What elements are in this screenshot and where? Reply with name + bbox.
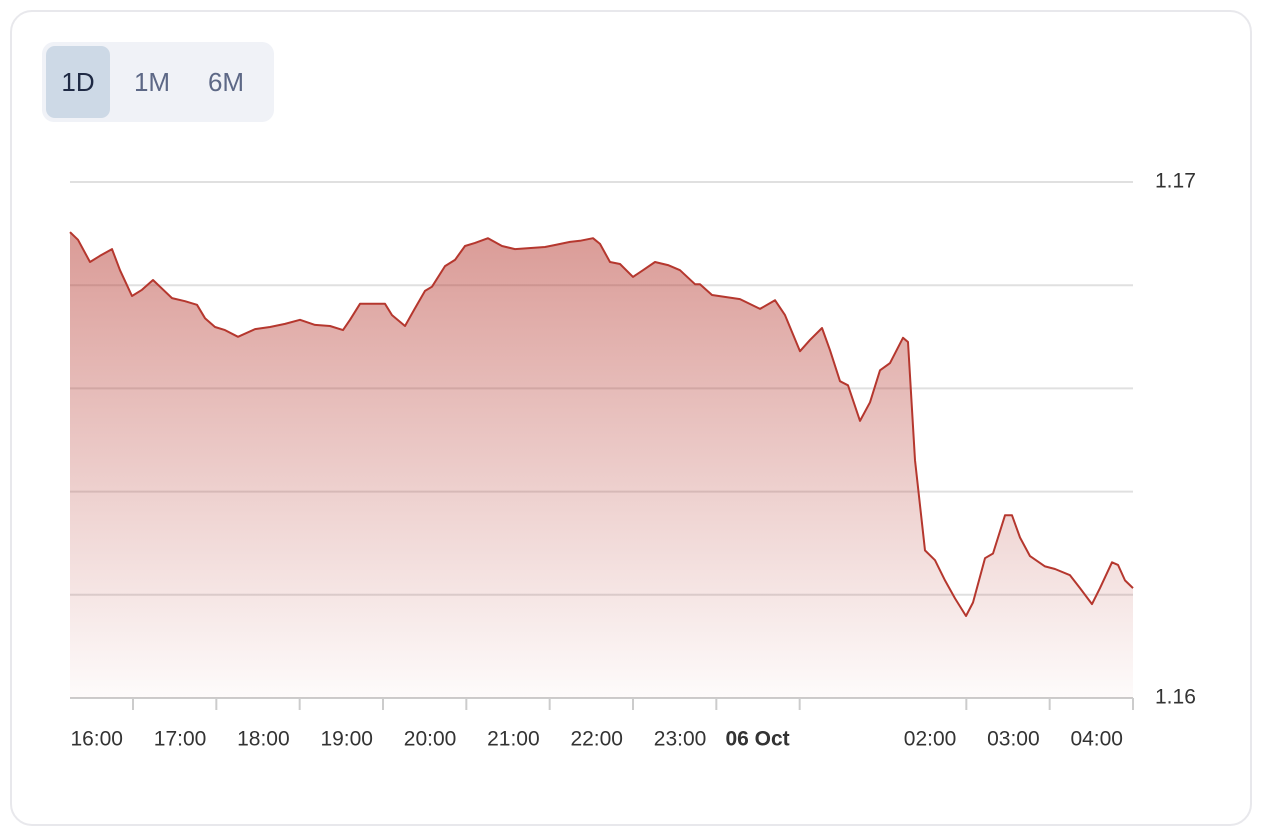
price-line xyxy=(69,231,1134,617)
y-tick-label: 1.16 xyxy=(1155,686,1196,709)
x-tick-label: 16:00 xyxy=(70,728,123,751)
x-tick-label: 04:00 xyxy=(1070,728,1123,751)
x-tick-label: 21:00 xyxy=(487,728,540,751)
x-tick-label: 18:00 xyxy=(237,728,290,751)
x-tick-label: 03:00 xyxy=(987,728,1040,751)
x-tick-label: 19:00 xyxy=(320,728,373,751)
y-tick-label: 1.17 xyxy=(1155,170,1196,193)
x-tick-label: 23:00 xyxy=(654,728,707,751)
x-tick-label: 17:00 xyxy=(154,728,207,751)
area-fill xyxy=(70,232,1133,698)
x-tick-label: 20:00 xyxy=(404,728,457,751)
range-selector: 1D 1M 6M xyxy=(42,42,274,122)
x-tick-label: 22:00 xyxy=(570,728,623,751)
card xyxy=(10,10,1252,826)
range-button[interactable]: 6M xyxy=(207,67,245,97)
x-tick-label: 02:00 xyxy=(904,728,957,751)
x-tick-label: 06 Oct xyxy=(725,728,789,751)
range-button[interactable]: 1D xyxy=(46,46,110,118)
range-button[interactable]: 1M xyxy=(133,67,171,97)
